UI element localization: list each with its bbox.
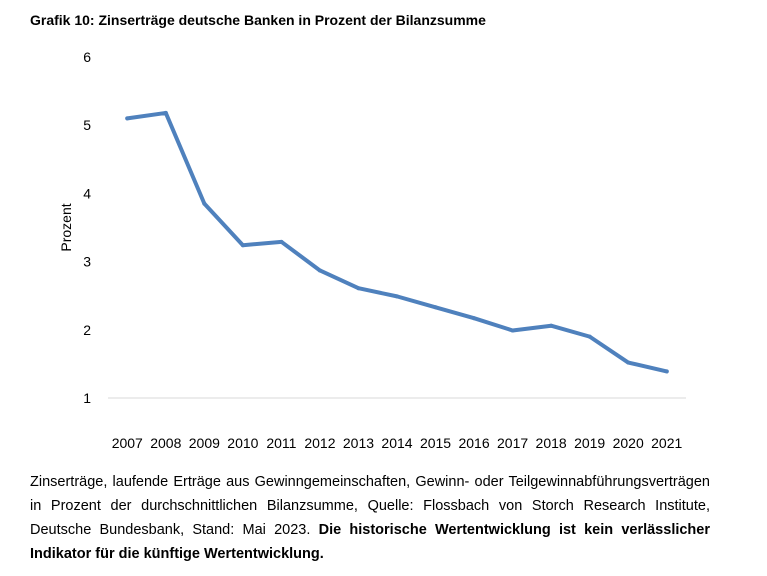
- x-tick-label: 2011: [266, 435, 296, 451]
- data-point: [125, 116, 130, 121]
- y-tick-label: 3: [83, 254, 91, 270]
- data-point: [587, 334, 592, 339]
- data-point: [472, 316, 477, 321]
- data-point: [626, 360, 631, 365]
- y-tick-label: 4: [83, 185, 91, 201]
- x-tick-label: 2021: [651, 435, 682, 451]
- x-tick-label: 2015: [420, 435, 451, 451]
- x-tick-label: 2019: [574, 435, 605, 451]
- y-axis-label: Prozent: [58, 203, 74, 251]
- caption-text: Zinserträge, laufende Erträge aus Gewinn…: [30, 474, 710, 538]
- x-tick-label: 2014: [381, 435, 412, 451]
- x-tick-label: 2008: [150, 435, 181, 451]
- chart-caption: Zinserträge, laufende Erträge aus Gewinn…: [30, 470, 710, 566]
- caption-disclaimer: Die historische Wertentwicklung ist kein…: [30, 522, 711, 562]
- data-point: [664, 369, 669, 374]
- data-point: [163, 110, 168, 115]
- data-point: [279, 239, 284, 244]
- x-tick-label: 2013: [343, 435, 374, 451]
- y-tick-label: 2: [83, 322, 91, 338]
- data-point: [356, 286, 361, 291]
- y-tick-label: 5: [83, 117, 91, 133]
- series-line: [125, 110, 669, 374]
- data-point: [240, 243, 245, 248]
- x-tick-label: 2016: [458, 435, 489, 451]
- data-point: [202, 201, 207, 206]
- x-tick-label: 2009: [189, 435, 220, 451]
- y-tick-label: 1: [83, 390, 91, 406]
- x-tick-label: 2012: [304, 435, 335, 451]
- x-tick-label: 2017: [497, 435, 528, 451]
- x-tick-label: 2018: [536, 435, 567, 451]
- x-tick-label: 2007: [112, 435, 143, 451]
- data-point: [433, 305, 438, 310]
- line-chart: 1 2 3 4 5 6 2007 2008 2009 2010 2011 2012 2013 2014 20…: [58, 49, 686, 451]
- data-point: [510, 328, 515, 333]
- x-tick-label: 2010: [227, 435, 258, 451]
- data-point: [395, 294, 399, 299]
- y-tick-label: 6: [83, 49, 91, 65]
- data-point: [549, 323, 554, 328]
- x-tick-label: 2020: [613, 435, 644, 451]
- data-point: [317, 268, 322, 273]
- chart-title: Grafik 10: Zinserträge deutsche Banken i…: [30, 12, 486, 28]
